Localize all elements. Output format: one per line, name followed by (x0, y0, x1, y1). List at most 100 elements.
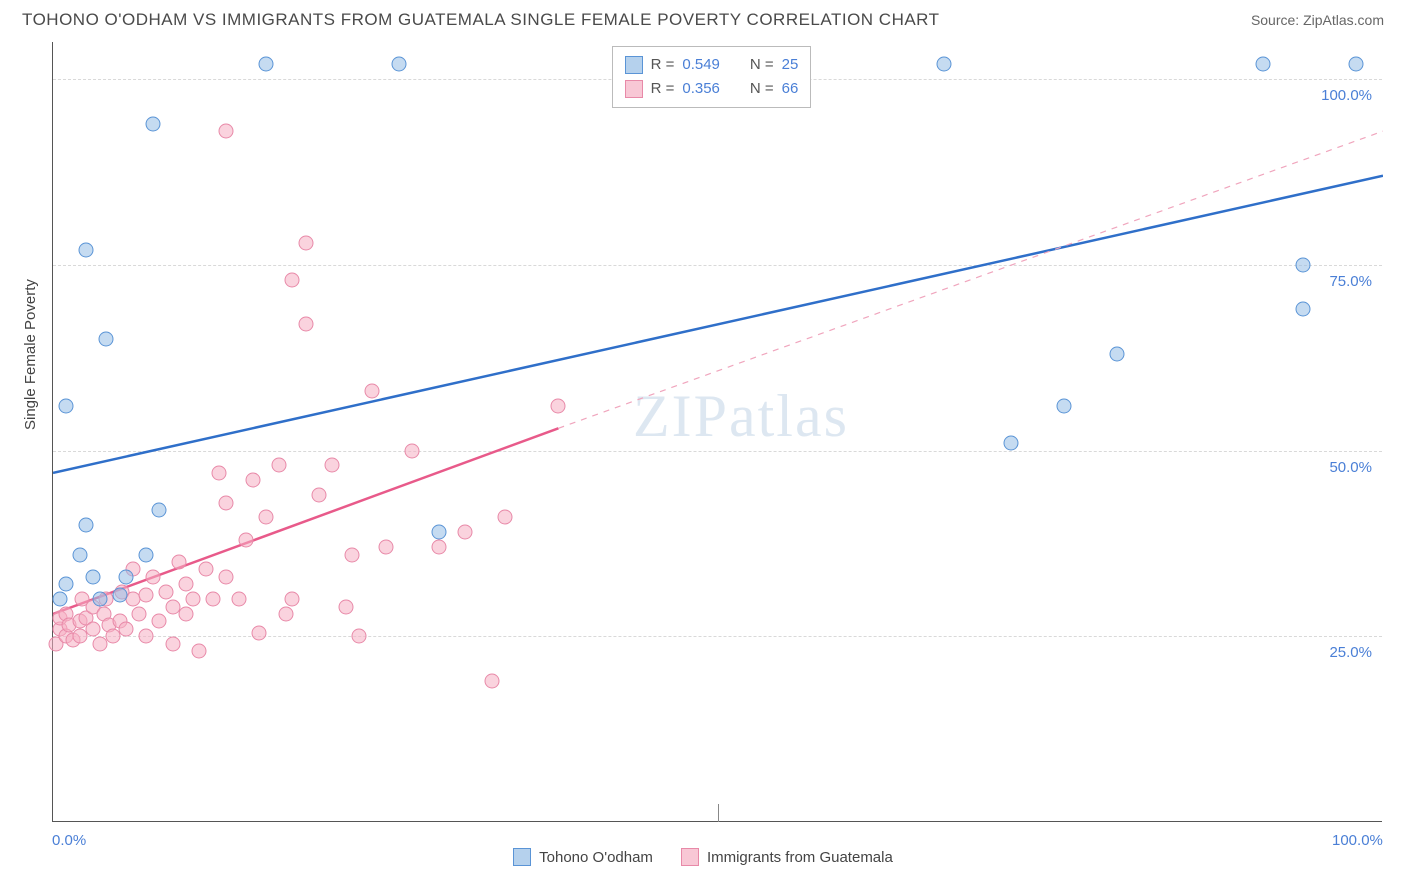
data-point (338, 599, 353, 614)
legend-bottom: Tohono O'odham Immigrants from Guatemala (0, 848, 1406, 866)
data-point (272, 458, 287, 473)
n-value: 66 (782, 77, 799, 101)
data-point (59, 399, 74, 414)
data-point (1110, 347, 1125, 362)
data-point (85, 621, 100, 636)
data-point (1349, 57, 1364, 72)
legend-stats: R = 0.549 N = 25 R = 0.356 N = 66 (612, 46, 812, 108)
data-point (365, 384, 380, 399)
legend-swatch-blue (513, 848, 531, 866)
legend-item-pink: Immigrants from Guatemala (681, 848, 893, 866)
gridline-h (53, 265, 1382, 266)
legend-item-blue: Tohono O'odham (513, 848, 653, 866)
data-point (391, 57, 406, 72)
data-point (139, 588, 154, 603)
data-point (232, 592, 247, 607)
data-point (179, 577, 194, 592)
data-point (165, 636, 180, 651)
data-point (139, 629, 154, 644)
data-point (498, 510, 513, 525)
data-point (258, 57, 273, 72)
data-point (312, 488, 327, 503)
data-point (258, 510, 273, 525)
data-point (139, 547, 154, 562)
data-point (205, 592, 220, 607)
n-label: N = (750, 53, 774, 77)
data-point (119, 621, 134, 636)
data-point (298, 235, 313, 250)
data-point (431, 540, 446, 555)
data-point (1056, 399, 1071, 414)
data-point (152, 614, 167, 629)
data-point (198, 562, 213, 577)
data-point (238, 532, 253, 547)
data-point (92, 592, 107, 607)
y-tick-label: 75.0% (1329, 273, 1372, 290)
data-point (1296, 302, 1311, 317)
y-tick-label: 100.0% (1321, 87, 1372, 104)
data-point (551, 399, 566, 414)
data-point (1003, 436, 1018, 451)
data-point (218, 569, 233, 584)
data-point (484, 673, 499, 688)
data-point (152, 503, 167, 518)
data-point (145, 569, 160, 584)
data-point (431, 525, 446, 540)
data-point (1296, 257, 1311, 272)
data-point (72, 547, 87, 562)
r-label: R = (651, 53, 675, 77)
legend-swatch-pink (681, 848, 699, 866)
data-point (145, 116, 160, 131)
chart-header: TOHONO O'ODHAM VS IMMIGRANTS FROM GUATEM… (22, 10, 1384, 30)
data-point (85, 569, 100, 584)
n-label: N = (750, 77, 774, 101)
data-point (172, 555, 187, 570)
data-point (52, 592, 67, 607)
r-label: R = (651, 77, 675, 101)
data-point (218, 495, 233, 510)
data-point (119, 569, 134, 584)
legend-swatch (625, 56, 643, 74)
data-point (132, 607, 147, 622)
data-point (285, 272, 300, 287)
data-point (218, 124, 233, 139)
source-attribution: Source: ZipAtlas.com (1251, 12, 1384, 28)
data-point (79, 517, 94, 532)
data-point (345, 547, 360, 562)
n-value: 25 (782, 53, 799, 77)
legend-stats-row: R = 0.356 N = 66 (625, 77, 799, 101)
data-point (1256, 57, 1271, 72)
y-tick-label: 25.0% (1329, 644, 1372, 661)
r-value: 0.549 (682, 53, 720, 77)
data-point (278, 607, 293, 622)
data-point (298, 317, 313, 332)
data-point (285, 592, 300, 607)
data-point (252, 625, 267, 640)
data-point (179, 607, 194, 622)
data-point (112, 588, 127, 603)
data-point (937, 57, 952, 72)
data-point (351, 629, 366, 644)
legend-swatch (625, 80, 643, 98)
data-point (212, 465, 227, 480)
scatter-plot-area: ZIPatlas 25.0%50.0%75.0%100.0%R =0.549N … (52, 42, 1382, 822)
legend-stats-row: R = 0.549 N = 25 (625, 53, 799, 77)
chart-title: TOHONO O'ODHAM VS IMMIGRANTS FROM GUATEM… (22, 10, 940, 30)
data-point (159, 584, 174, 599)
watermark: ZIPatlas (633, 382, 849, 451)
x-tick-label: 0.0% (52, 832, 86, 849)
x-tick-label: 100.0% (1332, 832, 1383, 849)
legend-label-blue: Tohono O'odham (539, 849, 653, 866)
data-point (192, 644, 207, 659)
data-point (325, 458, 340, 473)
data-point (59, 577, 74, 592)
data-point (378, 540, 393, 555)
data-point (79, 243, 94, 258)
data-point (458, 525, 473, 540)
x-tick-mark (718, 804, 719, 822)
gridline-h (53, 451, 1382, 452)
r-value: 0.356 (682, 77, 720, 101)
data-point (185, 592, 200, 607)
data-point (99, 332, 114, 347)
y-axis-label: Single Female Poverty (22, 279, 39, 430)
